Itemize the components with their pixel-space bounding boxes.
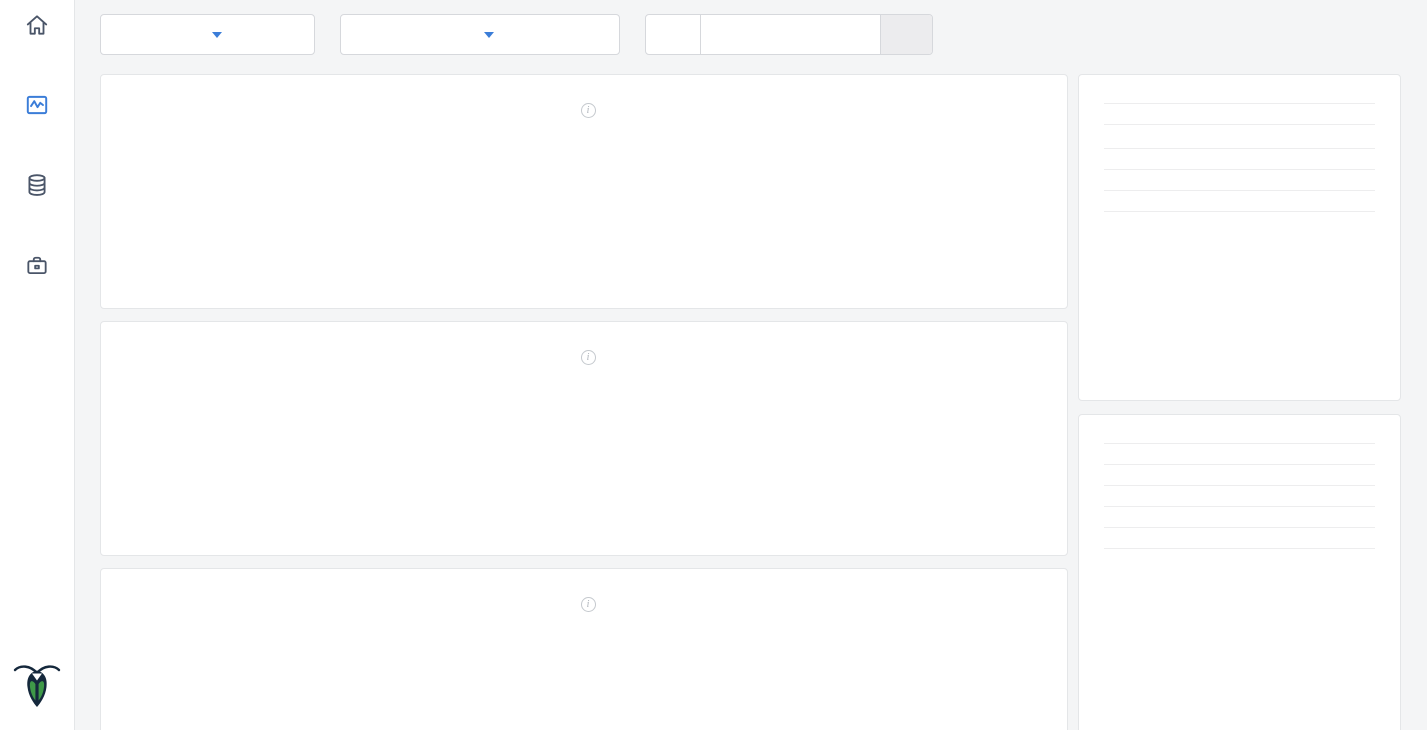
info-icon[interactable] [580, 350, 596, 365]
summary-row-p50-latency [1104, 190, 1375, 211]
dashboard-dropdown[interactable] [340, 14, 620, 55]
summary-row-total-nodes [1104, 103, 1375, 124]
chart-card-replicas-per-node [100, 568, 1068, 730]
sidebar [0, 0, 75, 730]
right-column [1078, 74, 1401, 730]
home-icon [24, 12, 50, 38]
chevron-down-icon [211, 31, 222, 38]
cockroachdb-logo[interactable] [13, 658, 61, 714]
events-title [1104, 415, 1375, 443]
event-row[interactable] [1104, 485, 1375, 506]
info-icon[interactable] [580, 597, 596, 612]
charts-column [100, 74, 1068, 730]
briefcase-icon [24, 252, 50, 278]
sidebar-item-overview[interactable] [0, 12, 74, 44]
events-panel [1078, 414, 1401, 730]
summary-row-queries-per-second [1104, 169, 1375, 190]
sidebar-item-jobs[interactable] [0, 252, 74, 284]
event-row[interactable] [1104, 464, 1375, 485]
chart-card-service-latency [100, 321, 1068, 556]
replicas-per-node-chart[interactable] [101, 615, 1069, 730]
time-range-value[interactable] [701, 15, 880, 54]
main-content [75, 0, 1427, 730]
summary-panel [1078, 74, 1401, 401]
time-range-prev-button[interactable] [646, 15, 701, 54]
event-row[interactable] [1104, 506, 1375, 527]
chart-card-sql-queries [100, 74, 1068, 309]
event-row[interactable] [1104, 548, 1375, 569]
graph-dropdown[interactable] [100, 14, 315, 55]
sidebar-item-metrics[interactable] [0, 92, 74, 124]
event-row[interactable] [1104, 443, 1375, 464]
dashboard-controls [100, 14, 1427, 55]
chevron-down-icon [484, 31, 494, 38]
summary-row-p99-latency [1104, 211, 1375, 232]
time-range-next-button[interactable] [880, 15, 932, 54]
summary-row-unavailable-ranges [1104, 148, 1375, 169]
event-row[interactable] [1104, 527, 1375, 548]
metrics-icon [24, 92, 50, 118]
summary-title [1104, 75, 1375, 103]
time-range-selector [645, 14, 933, 55]
sidebar-item-databases[interactable] [0, 172, 74, 204]
summary-row-capacity-used [1104, 124, 1375, 148]
info-icon[interactable] [580, 103, 596, 118]
database-icon [24, 172, 50, 198]
sql-queries-chart[interactable] [101, 121, 1069, 310]
service-latency-chart[interactable] [101, 368, 1069, 557]
